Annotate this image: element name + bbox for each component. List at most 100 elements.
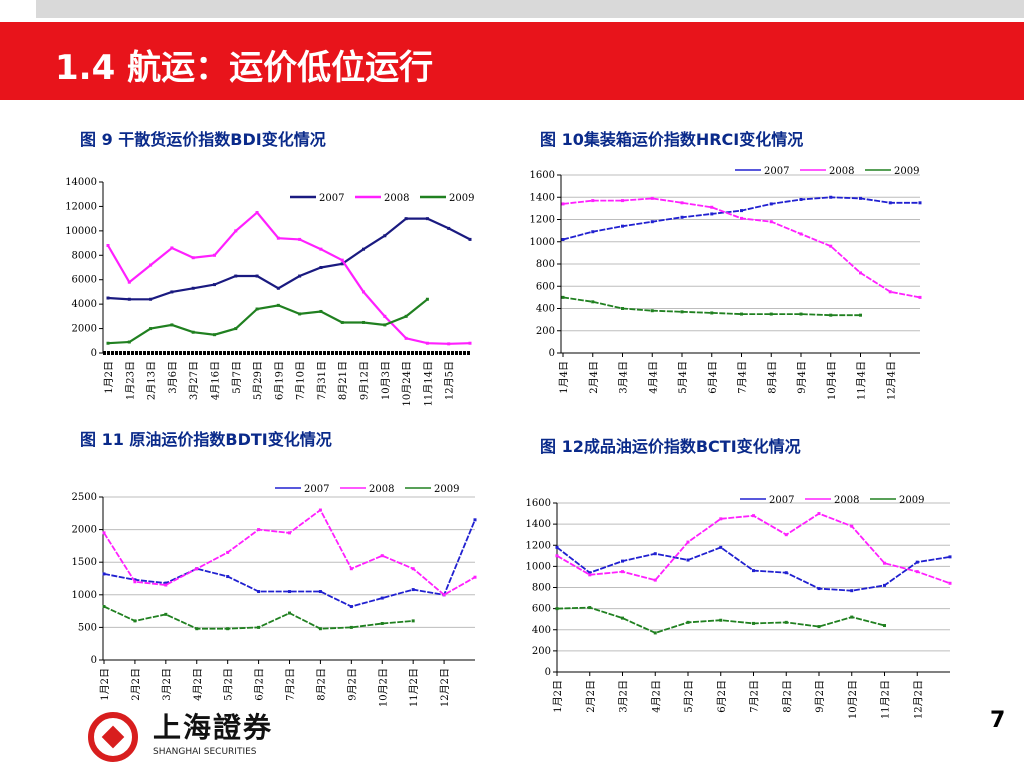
- y-tick-label: 200: [536, 326, 555, 337]
- x-tick-label: 12月5日: [444, 361, 456, 400]
- logo-text-en: SHANGHAI SECURITIES: [153, 747, 257, 757]
- data-point-2008: [817, 512, 821, 516]
- data-point-2007: [591, 230, 595, 234]
- data-point-2007: [127, 297, 131, 301]
- data-point-2009: [404, 314, 408, 318]
- data-point-2007: [719, 545, 723, 549]
- legend-label-2009: 2009: [894, 166, 919, 177]
- data-point-2007: [349, 605, 353, 609]
- data-point-2008: [680, 201, 684, 205]
- y-tick-label: 4000: [72, 299, 97, 310]
- chart-title-hrci: 图 10集装箱运价指数HRCI变化情况: [540, 130, 804, 149]
- data-point-2007: [859, 196, 862, 200]
- data-point-2007: [829, 195, 833, 199]
- x-tick-label: 5月4日: [677, 361, 689, 394]
- data-point-2007: [686, 558, 690, 562]
- data-point-2007: [621, 224, 624, 228]
- series-line-2007: [556, 546, 951, 592]
- y-tick-label: 800: [532, 583, 551, 594]
- x-tick-label: 3月2日: [161, 668, 173, 701]
- x-tick-label: 3月6日: [167, 361, 179, 394]
- data-point-2008: [340, 258, 344, 262]
- data-point-2009: [621, 307, 624, 310]
- y-tick-label: 2000: [72, 324, 97, 335]
- data-point-2008: [191, 256, 195, 260]
- data-point-2007: [817, 587, 821, 591]
- y-tick-label: 12000: [65, 201, 97, 212]
- y-tick-label: 6000: [72, 275, 97, 286]
- data-point-2007: [319, 266, 323, 269]
- y-tick-label: 14000: [65, 177, 97, 188]
- data-point-2008: [212, 253, 216, 257]
- y-tick-label: 0: [91, 348, 97, 359]
- legend-label-2007: 2007: [319, 193, 344, 204]
- data-point-2009: [164, 612, 168, 616]
- bdti-chart: 0 500 1000 1500 2000 2500 1月2日 2月2日 3月2日 4月2日 5月2日…: [72, 484, 477, 707]
- data-point-2009: [195, 627, 199, 631]
- data-point-2009: [850, 615, 854, 619]
- y-tick-label: 1000: [530, 237, 555, 248]
- data-point-2008: [769, 220, 773, 224]
- data-point-2008: [425, 341, 429, 345]
- x-tick-label: 2月2日: [585, 680, 597, 713]
- y-tick-label: 400: [536, 304, 555, 315]
- y-tick-label: 600: [532, 604, 551, 615]
- data-point-2009: [226, 627, 230, 631]
- data-point-2009: [555, 607, 559, 611]
- slide-title: 1.4 航运：运价低位运行: [55, 48, 434, 88]
- y-tick-label: 600: [536, 281, 555, 292]
- x-tick-label: 2月4日: [588, 361, 600, 394]
- data-point-2007: [784, 571, 788, 575]
- data-point-2008: [621, 199, 624, 203]
- data-point-2008: [740, 216, 743, 220]
- data-point-2009: [650, 309, 654, 313]
- x-tick-label: 4月2日: [192, 668, 204, 701]
- data-point-2009: [710, 311, 714, 315]
- data-point-2007: [650, 220, 654, 224]
- x-tick-label: 9月2日: [814, 680, 826, 713]
- data-point-2007: [588, 571, 592, 575]
- series-line-2009: [107, 298, 429, 345]
- data-point-2007: [106, 296, 110, 300]
- chart-title-bdi: 图 9 干散货运价指数BDI变化情况: [80, 130, 326, 149]
- x-tick-label: 1月23日: [124, 361, 136, 400]
- data-point-2008: [799, 232, 803, 236]
- data-point-2009: [362, 320, 366, 324]
- data-point-2008: [468, 341, 472, 345]
- x-tick-label: 5月29日: [252, 361, 264, 400]
- shanghai-securities-logo: 上海證券 SHANGHAI SECURITIES: [83, 712, 303, 762]
- data-point-2007: [850, 589, 854, 593]
- data-point-2007: [164, 581, 168, 585]
- data-point-2009: [133, 619, 137, 623]
- data-point-2009: [829, 313, 833, 317]
- data-point-2009: [191, 330, 195, 334]
- data-point-2007: [288, 590, 291, 594]
- data-point-2009: [127, 340, 131, 344]
- x-tick-label: 5月2日: [223, 668, 235, 701]
- data-point-2009: [411, 619, 415, 623]
- data-point-2009: [318, 627, 322, 631]
- data-point-2008: [164, 583, 168, 587]
- data-point-2007: [447, 226, 451, 230]
- data-point-2009: [340, 320, 344, 324]
- data-point-2009: [276, 303, 280, 307]
- data-point-2008: [621, 570, 624, 574]
- chart-title-bcti: 图 12成品油运价指数BCTI变化情况: [540, 437, 801, 456]
- hrci-chart: 0 200 400 600 800 1000 1200 1400 1600 1月4日 2月4日 3月4…: [530, 166, 922, 400]
- data-point-2008: [591, 199, 595, 203]
- data-point-2007: [133, 578, 137, 582]
- data-point-2008: [127, 280, 131, 284]
- x-tick-label: 8月2日: [781, 680, 793, 713]
- data-point-2007: [799, 197, 803, 201]
- series-line-2009: [103, 605, 414, 630]
- x-tick-label: 4月2日: [650, 680, 662, 713]
- x-tick-label: 9月12日: [359, 361, 371, 400]
- legend-label-2008: 2008: [369, 484, 394, 495]
- data-point-2007: [948, 555, 952, 559]
- x-tick-label: 12月2日: [439, 668, 451, 707]
- data-point-2008: [234, 229, 238, 233]
- title-bar: [0, 22, 1024, 100]
- x-tick-label: 8月4日: [766, 361, 778, 394]
- data-point-2007: [680, 215, 684, 219]
- data-point-2008: [349, 567, 353, 571]
